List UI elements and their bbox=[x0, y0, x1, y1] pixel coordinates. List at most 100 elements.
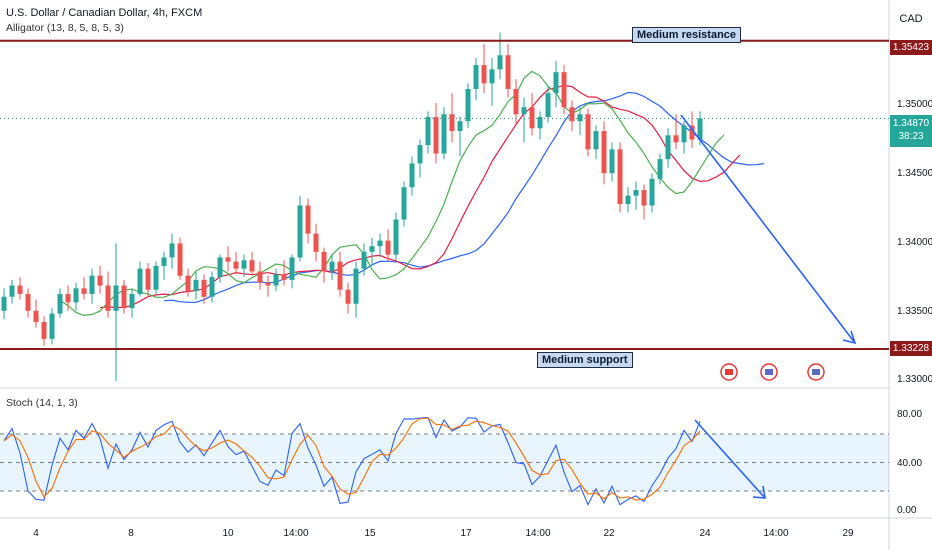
candle-body bbox=[649, 178, 655, 206]
candle-body bbox=[337, 261, 343, 290]
event-flag-icon bbox=[765, 369, 773, 375]
resistance-annotation[interactable]: Medium resistance bbox=[632, 27, 742, 43]
candle-body bbox=[457, 121, 463, 132]
projection-arrow-line bbox=[680, 114, 856, 344]
candle-body bbox=[81, 288, 87, 294]
candle-body bbox=[225, 257, 231, 262]
price-tick: 1.34500 bbox=[897, 168, 932, 179]
candle-body bbox=[33, 310, 39, 323]
time-tick: 17 bbox=[460, 528, 472, 539]
candle-body bbox=[257, 271, 263, 283]
candle-body bbox=[169, 243, 175, 258]
candle-body bbox=[585, 114, 591, 150]
candle-body bbox=[673, 135, 679, 143]
candle-body bbox=[161, 257, 167, 266]
time-tick: 14:00 bbox=[525, 528, 551, 539]
candle-body bbox=[689, 125, 695, 140]
stoch-tick: 0.00 bbox=[897, 505, 917, 516]
candle-body bbox=[409, 163, 415, 188]
candle-body bbox=[105, 285, 111, 311]
candle-body bbox=[209, 277, 215, 297]
currency-label[interactable]: CAD bbox=[899, 13, 923, 25]
candle-body bbox=[665, 135, 671, 160]
candle-body bbox=[401, 187, 407, 220]
candle-body bbox=[73, 288, 79, 303]
stoch-tick: 40.00 bbox=[897, 458, 923, 469]
event-flag-icon bbox=[725, 369, 733, 375]
candle-body bbox=[145, 268, 151, 290]
candle-body bbox=[513, 88, 519, 115]
candle-body bbox=[201, 279, 207, 297]
event-flag-icon bbox=[812, 369, 820, 375]
candle-body bbox=[313, 233, 319, 252]
alligator-lips-line bbox=[59, 70, 725, 317]
candle-body bbox=[521, 107, 527, 115]
time-tick: 15 bbox=[364, 528, 376, 539]
candle-body bbox=[289, 257, 295, 280]
candle-body bbox=[9, 285, 15, 297]
candle-body bbox=[697, 118, 703, 140]
bar-countdown: 38:23 bbox=[898, 131, 924, 142]
candle-body bbox=[185, 275, 191, 292]
candle-body bbox=[49, 313, 55, 339]
candle-body bbox=[353, 268, 359, 304]
candle-body bbox=[41, 322, 47, 339]
price-tick: 1.33000 bbox=[897, 374, 932, 385]
price-tick: 1.34000 bbox=[897, 237, 932, 248]
candle-body bbox=[617, 149, 623, 205]
time-tick: 4 bbox=[33, 528, 39, 539]
candle-body bbox=[497, 55, 503, 70]
current-price-value: 1.34870 bbox=[892, 118, 930, 129]
candle-body bbox=[305, 205, 311, 234]
candle-body bbox=[505, 55, 511, 89]
stoch-tick: 80.00 bbox=[897, 409, 923, 420]
candle-body bbox=[249, 260, 255, 272]
candle-body bbox=[449, 114, 455, 132]
candle-body bbox=[569, 107, 575, 122]
candle-body bbox=[593, 131, 599, 150]
candle-body bbox=[369, 246, 375, 252]
time-tick: 29 bbox=[842, 528, 854, 539]
candle-body bbox=[681, 125, 687, 143]
candle-body bbox=[57, 293, 63, 314]
candle-body bbox=[329, 261, 335, 272]
candle-body bbox=[297, 205, 303, 258]
candle-body bbox=[577, 114, 583, 122]
candle-body bbox=[377, 240, 383, 247]
support-annotation[interactable]: Medium support bbox=[537, 352, 633, 368]
candle-body bbox=[153, 265, 159, 290]
symbol-title[interactable]: U.S. Dollar / Canadian Dollar, 4h, FXCM bbox=[6, 7, 203, 19]
candle-body bbox=[609, 149, 615, 174]
price-tick: 1.35000 bbox=[897, 99, 932, 110]
time-tick: 22 bbox=[603, 528, 615, 539]
candle-body bbox=[545, 93, 551, 118]
candle-body bbox=[625, 195, 631, 205]
candle-body bbox=[129, 293, 135, 308]
candle-body bbox=[601, 131, 607, 174]
candle-body bbox=[89, 275, 95, 294]
candle-body bbox=[561, 72, 567, 108]
candle-body bbox=[25, 293, 31, 311]
candle-body bbox=[529, 107, 535, 129]
time-tick: 10 bbox=[222, 528, 234, 539]
candle-body bbox=[433, 117, 439, 154]
time-tick: 24 bbox=[699, 528, 711, 539]
time-tick: 8 bbox=[128, 528, 134, 539]
alligator-indicator-label[interactable]: Alligator (13, 8, 5, 8, 5, 3) bbox=[6, 22, 124, 34]
candle-body bbox=[385, 240, 391, 255]
candle-body bbox=[193, 279, 199, 292]
stoch-k-line bbox=[3, 417, 701, 506]
stoch-arrow-line bbox=[694, 419, 766, 499]
candle-body bbox=[137, 268, 143, 294]
stochastic-indicator-label[interactable]: Stoch (14, 1, 3) bbox=[6, 397, 78, 409]
candle-body bbox=[321, 251, 327, 272]
candle-body bbox=[97, 275, 103, 286]
candle-body bbox=[17, 285, 23, 294]
resistance-price-badge: 1.35423 bbox=[890, 40, 932, 55]
candle-body bbox=[441, 114, 447, 154]
candle-body bbox=[265, 282, 271, 286]
candle-body bbox=[273, 274, 279, 286]
candle-body bbox=[537, 117, 543, 129]
